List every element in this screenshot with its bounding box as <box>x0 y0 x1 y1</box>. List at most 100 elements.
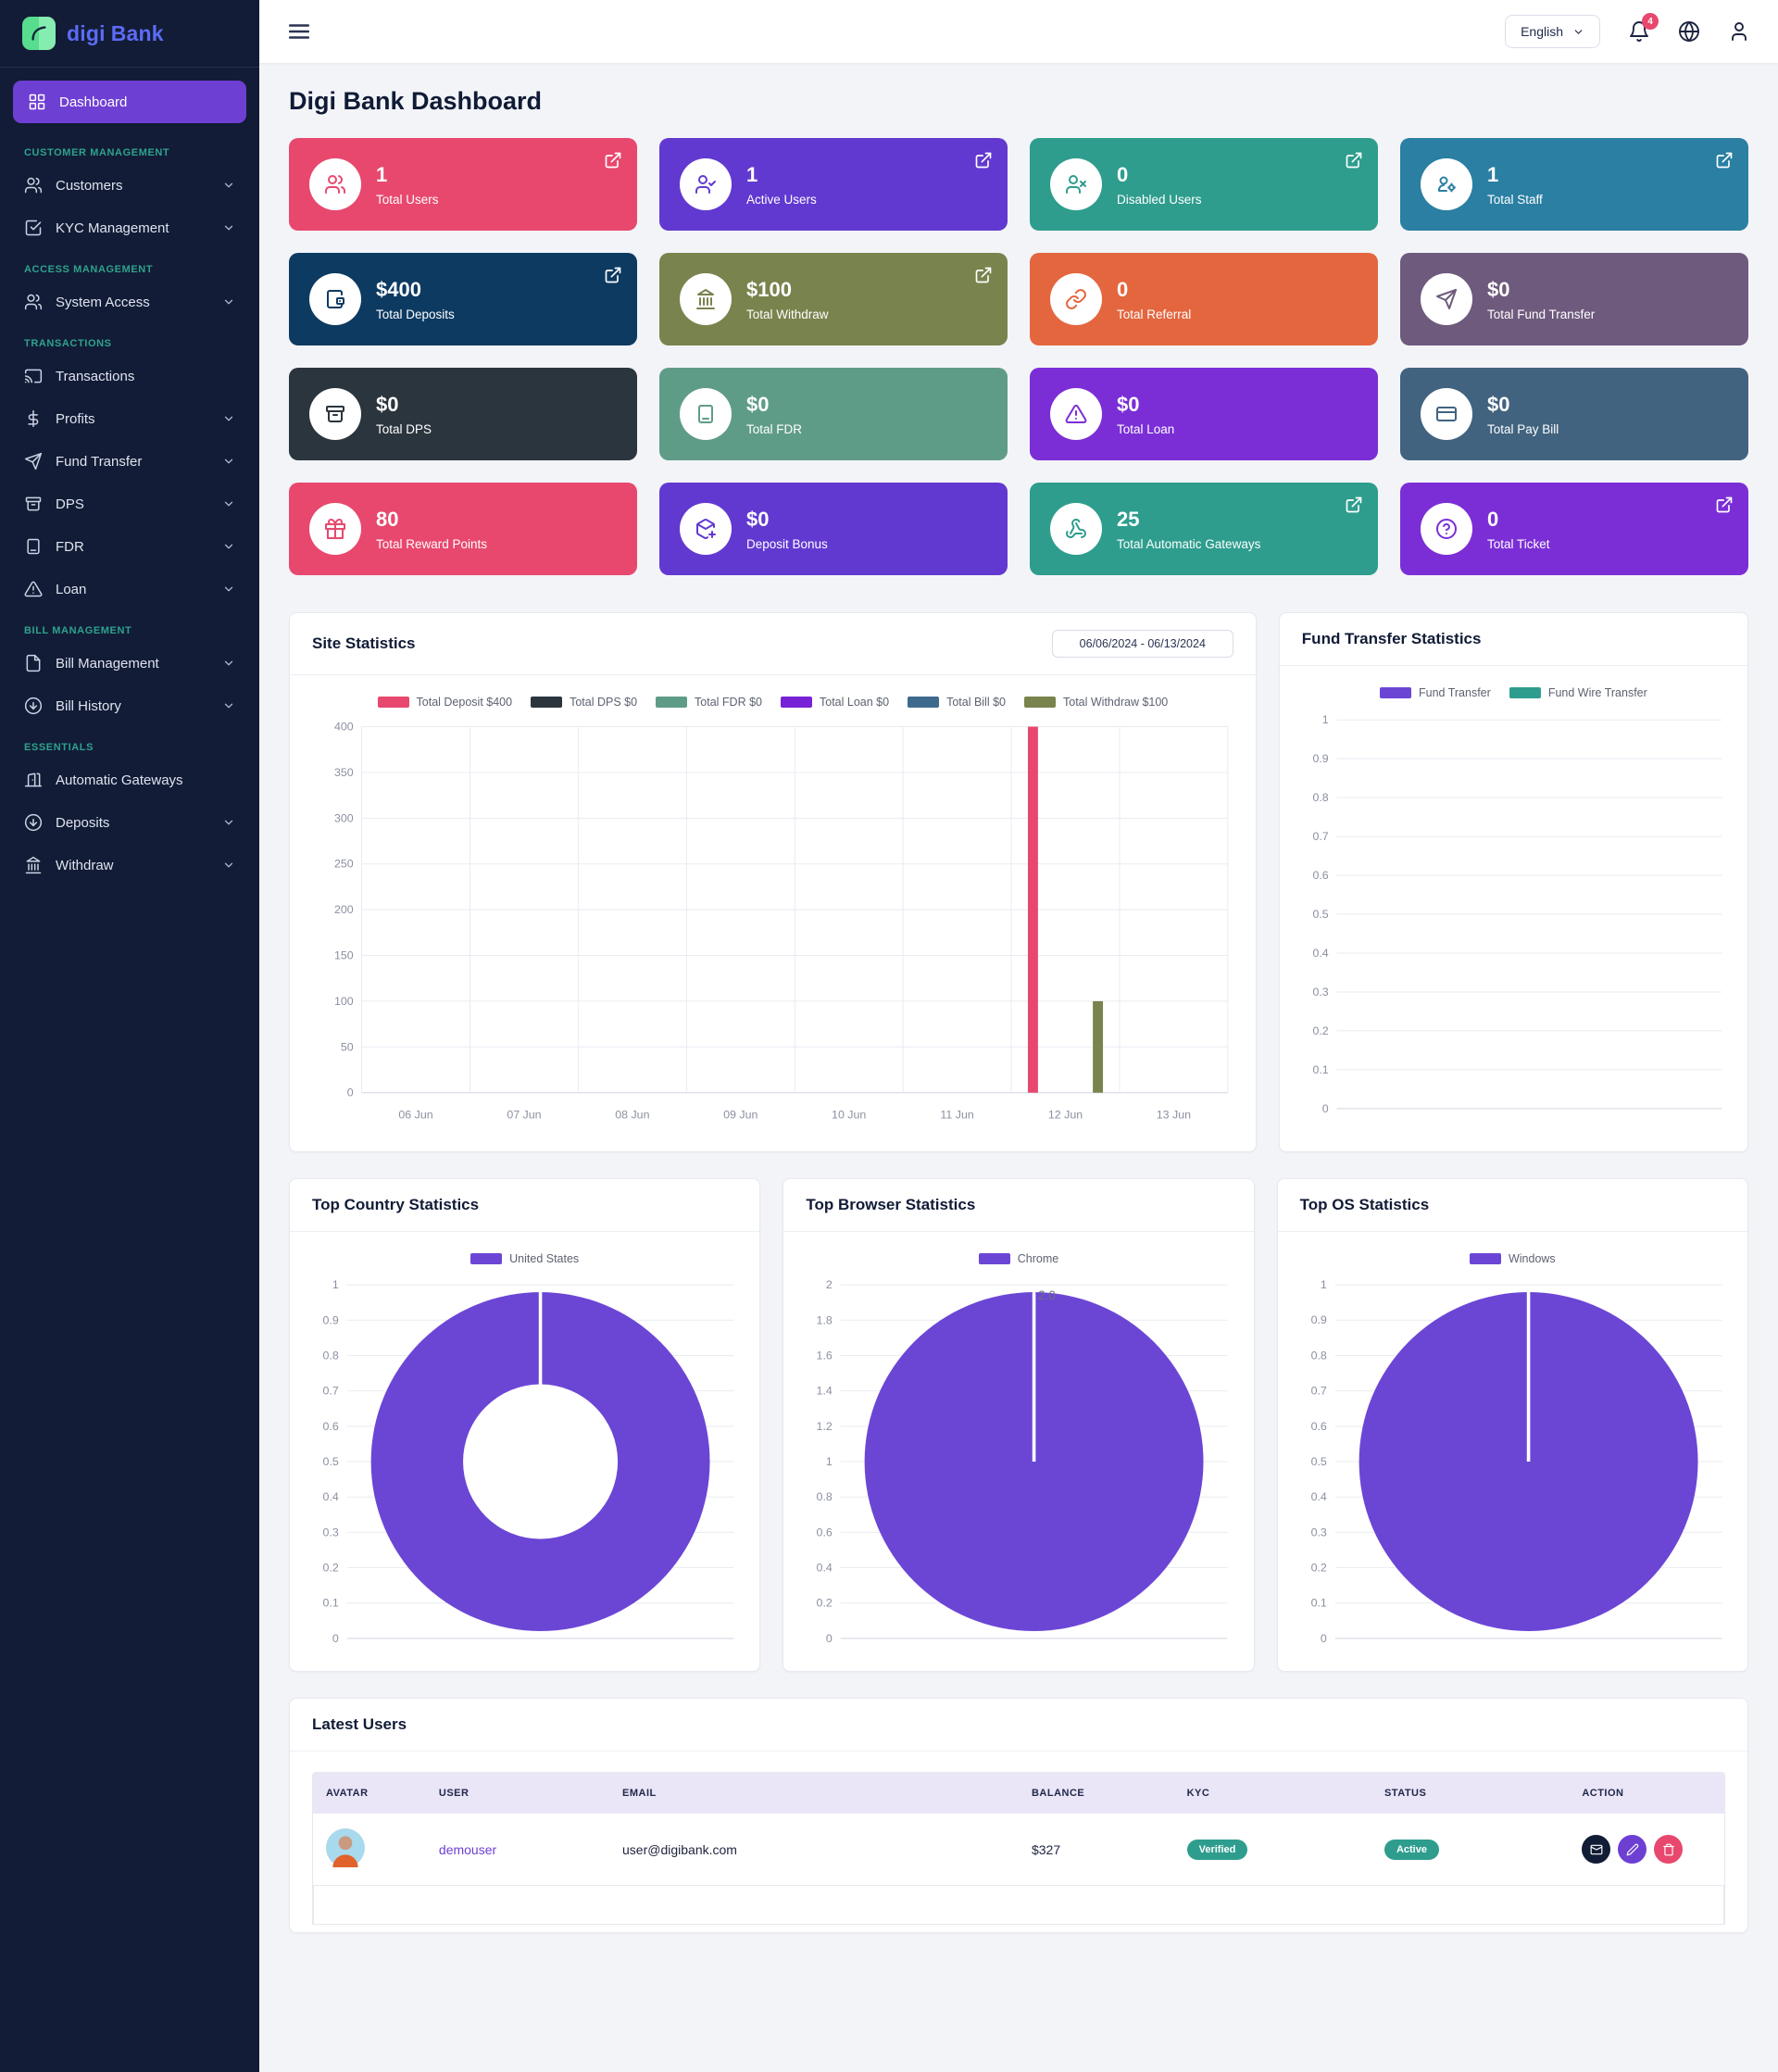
external-link-icon[interactable] <box>1345 151 1363 170</box>
legend-item[interactable]: Fund Wire Transfer <box>1509 686 1647 699</box>
panel-title: Top Country Statistics <box>312 1196 480 1213</box>
panel-title: Latest Users <box>312 1715 407 1733</box>
legend-item[interactable]: Total Bill $0 <box>908 696 1006 709</box>
sidebar-item-loan[interactable]: Loan <box>0 568 259 610</box>
menu-icon[interactable] <box>287 19 311 44</box>
sidebar-item-transactions[interactable]: Transactions <box>0 355 259 397</box>
link-icon <box>1050 273 1102 325</box>
sidebar-item-withdraw[interactable]: Withdraw <box>0 844 259 886</box>
alert-triangle-icon <box>1050 388 1102 440</box>
table-empty-space <box>313 1886 1724 1925</box>
sidebar-item-label: Fund Transfer <box>56 453 143 470</box>
stat-label: Deposit Bonus <box>746 537 828 552</box>
legend-item[interactable]: Total DPS $0 <box>531 696 637 709</box>
sidebar-item-label: Bill History <box>56 697 121 714</box>
chart-legend: Chrome <box>802 1252 1234 1265</box>
pencil-icon <box>1626 1843 1639 1855</box>
stat-card-total-dps: $0 Total DPS <box>289 368 637 460</box>
legend-item[interactable]: Total Loan $0 <box>781 696 889 709</box>
legend-item[interactable]: Total Withdraw $100 <box>1024 696 1168 709</box>
svg-text:12 Jun: 12 Jun <box>1048 1109 1083 1122</box>
alert-triangle-icon <box>24 580 43 598</box>
svg-text:0.8: 0.8 <box>1310 1349 1326 1362</box>
date-range-input[interactable] <box>1051 630 1233 658</box>
sidebar-item-kyc-management[interactable]: KYC Management <box>0 207 259 249</box>
svg-text:0.8: 0.8 <box>1312 791 1328 804</box>
stat-card-total-deposits: $400 Total Deposits <box>289 253 637 345</box>
sidebar-item-deposits[interactable]: Deposits <box>0 801 259 844</box>
stat-label: Total Automatic Gateways <box>1117 537 1261 552</box>
sidebar-item-label: Profits <box>56 410 95 427</box>
tablet-icon <box>24 537 43 556</box>
sidebar-item-fdr[interactable]: FDR <box>0 525 259 568</box>
edit-action-button[interactable] <box>1618 1835 1647 1864</box>
panel-title: Site Statistics <box>312 634 416 652</box>
external-link-icon[interactable] <box>1715 151 1734 170</box>
globe-icon[interactable] <box>1678 20 1700 43</box>
sidebar: digi Bank Dashboard CUSTOMER MANAGEMENT C… <box>0 0 259 2072</box>
stat-card-total-referral: 0 Total Referral <box>1030 253 1378 345</box>
sidebar-item-bill-history[interactable]: Bill History <box>0 684 259 727</box>
stat-card-total-pay-bill: $0 Total Pay Bill <box>1400 368 1748 460</box>
sidebar-item-customers[interactable]: Customers <box>0 164 259 207</box>
sidebar-item-fund-transfer[interactable]: Fund Transfer <box>0 440 259 483</box>
svg-text:0.7: 0.7 <box>323 1385 339 1398</box>
legend-item[interactable]: United States <box>470 1252 579 1265</box>
external-link-icon[interactable] <box>1345 496 1363 514</box>
sidebar-item-label: DPS <box>56 496 84 512</box>
svg-text:0: 0 <box>1321 1632 1327 1645</box>
external-link-icon[interactable] <box>604 151 622 170</box>
door-open-icon <box>24 771 43 789</box>
chevron-down-icon <box>222 657 235 670</box>
sidebar-item-dashboard[interactable]: Dashboard <box>13 81 246 123</box>
external-link-icon[interactable] <box>974 266 993 284</box>
chevron-down-icon <box>222 179 235 192</box>
content: Digi Bank Dashboard 1 Total Users 1 Active… <box>259 63 1778 1963</box>
sidebar-item-label: Bill Management <box>56 655 159 672</box>
check-square-icon <box>24 219 43 237</box>
sidebar-item-system-access[interactable]: System Access <box>0 281 259 323</box>
sidebar-item-automatic-gateways[interactable]: Automatic Gateways <box>0 759 259 801</box>
sidebar-item-profits[interactable]: Profits <box>0 397 259 440</box>
chevron-down-icon <box>222 412 235 425</box>
language-selector[interactable]: English <box>1505 15 1600 48</box>
chevron-down-icon <box>222 816 235 829</box>
bank-icon <box>24 856 43 874</box>
svg-text:100: 100 <box>334 995 354 1008</box>
legend-item[interactable]: Total Deposit $400 <box>377 696 512 709</box>
chevron-down-icon <box>222 540 235 553</box>
legend-item[interactable]: Chrome <box>978 1252 1058 1265</box>
legend-item[interactable]: Windows <box>1469 1252 1556 1265</box>
chevron-down-icon <box>222 221 235 234</box>
stat-label: Total FDR <box>746 422 803 437</box>
svg-text:0.9: 0.9 <box>1310 1313 1326 1326</box>
legend-item[interactable]: Fund Transfer <box>1379 686 1491 699</box>
chevron-down-icon <box>222 497 235 510</box>
file-icon <box>24 654 43 672</box>
svg-text:0.8: 0.8 <box>817 1490 833 1503</box>
external-link-icon[interactable] <box>1715 496 1734 514</box>
external-link-icon[interactable] <box>974 151 993 170</box>
notifications-bell-icon[interactable]: 4 <box>1628 13 1659 43</box>
delete-action-button[interactable] <box>1654 1835 1684 1864</box>
top-browser-chart: 0 0.2 0.4 0.6 0.8 1 1.2 1.4 1.6 1.8 2 2.0 <box>817 1278 1228 1645</box>
tablet-icon <box>680 388 732 440</box>
fund-transfer-chart: 0 0.1 0.2 0.3 0.4 0.5 0.6 0.7 0.8 0.9 1 <box>1312 713 1722 1115</box>
sidebar-item-dps[interactable]: DPS <box>0 483 259 525</box>
user-link[interactable]: demouser <box>438 1841 497 1857</box>
svg-text:0.2: 0.2 <box>817 1597 833 1610</box>
stat-label: Disabled Users <box>1117 193 1202 207</box>
legend-label: Fund Transfer <box>1418 686 1491 699</box>
pie-charts-row: Top Country Statistics United States 0 0.… <box>289 1178 1748 1672</box>
external-link-icon[interactable] <box>604 266 622 284</box>
svg-text:1: 1 <box>332 1278 339 1291</box>
brand-logo[interactable]: digi Bank <box>0 0 259 65</box>
chart-legend: Fund Transfer Fund Wire Transfer <box>1298 686 1729 699</box>
svg-text:1.6: 1.6 <box>817 1349 833 1362</box>
user-profile-icon[interactable] <box>1728 20 1750 43</box>
sidebar-item-bill-management[interactable]: Bill Management <box>0 642 259 684</box>
svg-text:300: 300 <box>334 811 354 824</box>
legend-item[interactable]: Total FDR $0 <box>656 696 762 709</box>
email-action-button[interactable] <box>1582 1835 1611 1864</box>
site-statistics-chart: 0 50 100 150 200 250 300 350 400 06 Jun 07 Jun 08 J… <box>334 721 1229 1122</box>
